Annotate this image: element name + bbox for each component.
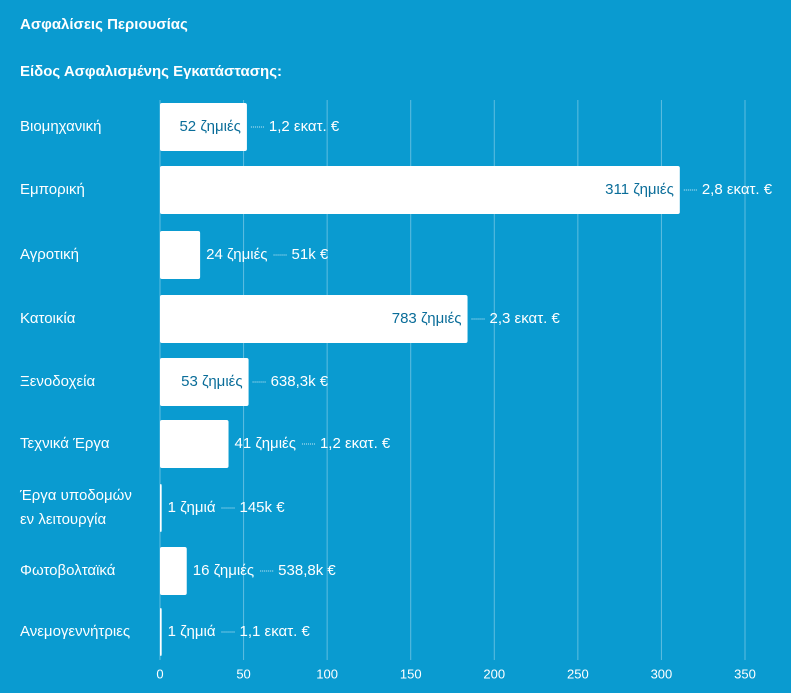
bar-label: 41 ζημιές <box>235 435 296 452</box>
category-label: Εμπορική <box>20 181 85 198</box>
bar-label: 1 ζημιά <box>168 623 216 640</box>
chart-title: Ασφαλίσεις Περιουσίας <box>20 16 188 33</box>
amount-label: 1,1 εκατ. € <box>240 623 311 640</box>
category-label: Ξενοδοχεία <box>20 373 96 390</box>
bar-label: 783 ζημιές <box>392 310 462 327</box>
x-tick-label: 100 <box>316 666 338 681</box>
bar <box>160 608 162 656</box>
x-tick-label: 300 <box>651 666 673 681</box>
bar <box>160 420 229 468</box>
x-tick-label: 350 <box>734 666 756 681</box>
amount-label: 2,8 εκατ. € <box>702 181 773 198</box>
x-tick-label: 0 <box>156 666 163 681</box>
amount-label: 538,8k € <box>278 562 336 579</box>
amount-label: 1,2 εκατ. € <box>320 435 391 452</box>
category-label: Βιομηχανική <box>20 118 102 135</box>
x-tick-label: 50 <box>236 666 250 681</box>
bar <box>160 231 201 279</box>
category-label: Αγροτική <box>20 246 79 263</box>
amount-label: 1,2 εκατ. € <box>269 118 340 135</box>
category-label: Κατοικία <box>20 310 76 327</box>
amount-label: 145k € <box>240 499 286 516</box>
bar-label: 53 ζημιές <box>181 373 242 390</box>
category-label: Ανεμογεννήτριες <box>20 623 131 640</box>
bar <box>160 295 468 343</box>
x-tick-label: 150 <box>400 666 422 681</box>
amount-label: 638,3k € <box>271 373 329 390</box>
bar <box>160 166 680 214</box>
bar-label: 16 ζημιές <box>193 562 254 579</box>
category-label: Φωτοβολταϊκά <box>20 562 116 579</box>
bar <box>160 484 162 532</box>
bar-label: 24 ζημιές <box>206 246 267 263</box>
bar-label: 52 ζημιές <box>179 118 240 135</box>
chart-subtitle: Είδος Ασφαλισμένης Εγκατάστασης: <box>20 63 282 80</box>
amount-label: 51k € <box>292 246 329 263</box>
category-label: Έργα υποδομών εν λειτουργία <box>20 487 132 528</box>
bar <box>160 103 247 151</box>
bar-label: 311 ζημιές <box>605 181 674 198</box>
x-tick-label: 250 <box>567 666 589 681</box>
category-label: Τεχνικά Έργα <box>20 435 110 452</box>
bar-label: 1 ζημιά <box>168 499 216 516</box>
bar <box>160 547 187 595</box>
amount-label: 2,3 εκατ. € <box>490 310 561 327</box>
x-tick-label: 200 <box>483 666 505 681</box>
bar <box>160 358 249 406</box>
